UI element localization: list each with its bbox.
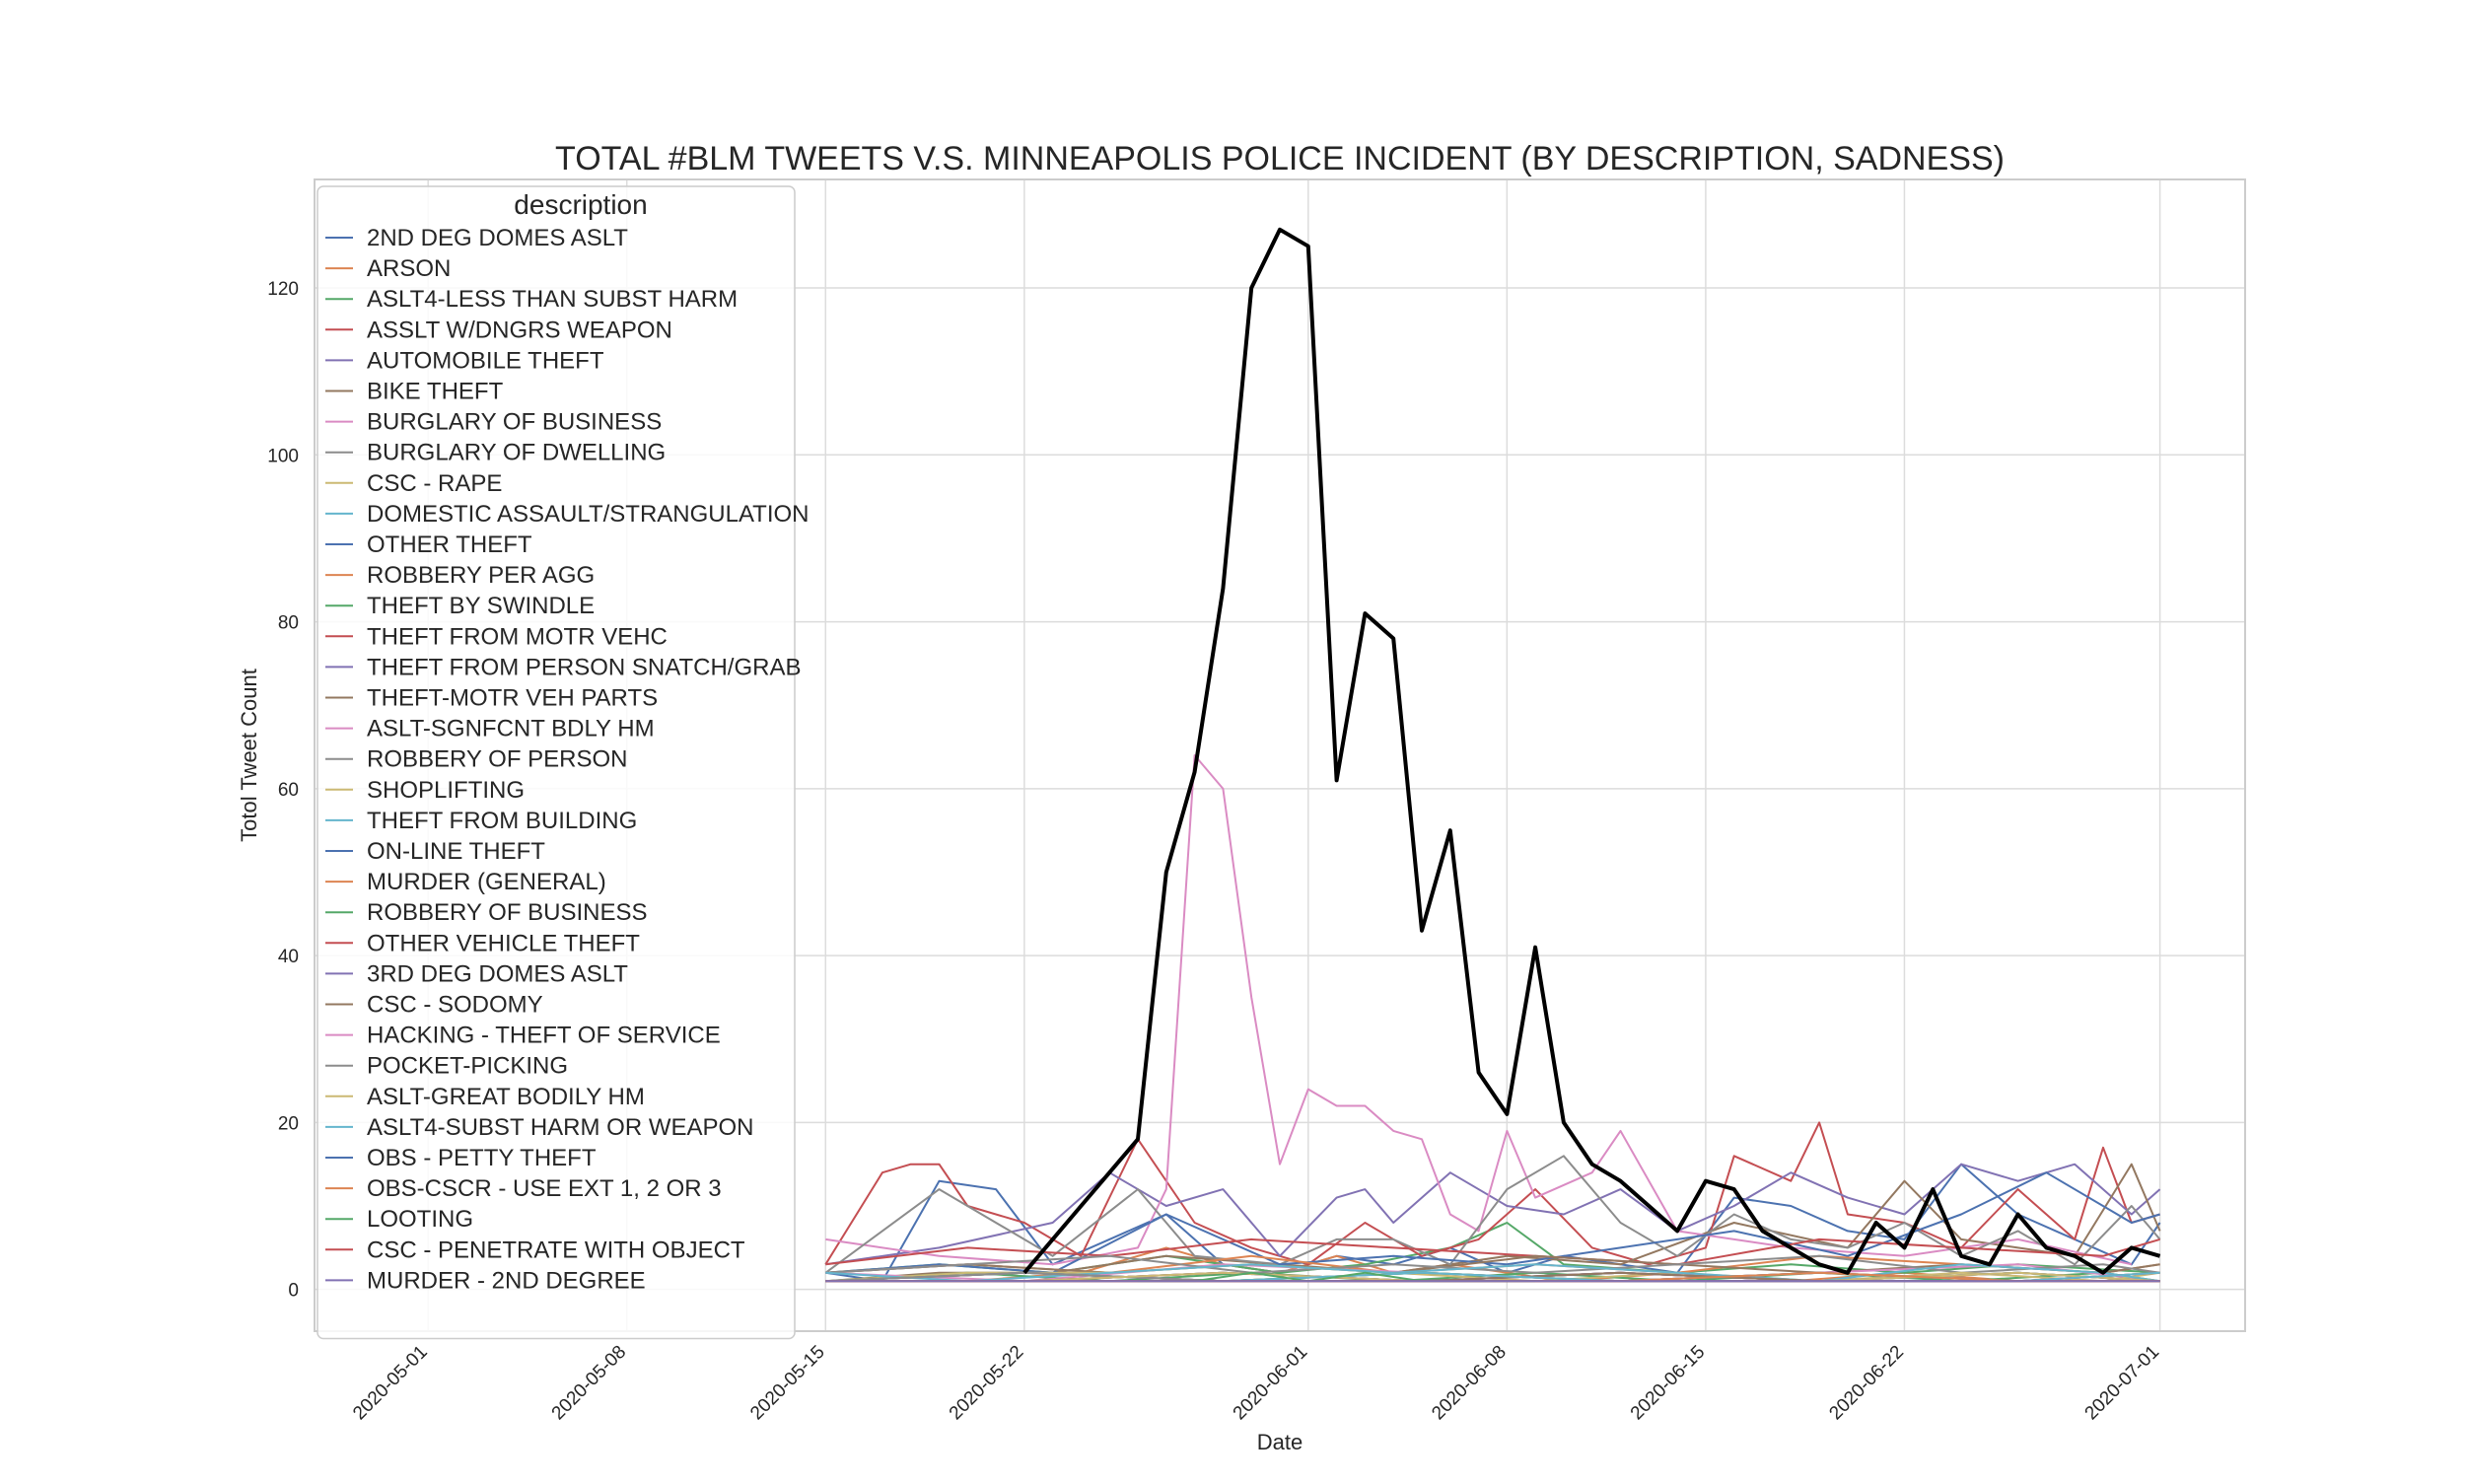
x-tick-label: 2020-06-08 xyxy=(1428,1342,1511,1425)
legend-title: description xyxy=(514,189,647,220)
legend-entry: OTHER VEHICLE THEFT xyxy=(367,930,640,956)
legend-box xyxy=(317,185,796,1340)
legend-entry: HACKING - THEFT OF SERVICE xyxy=(367,1023,721,1049)
x-tick-label: 2020-07-01 xyxy=(2081,1342,2164,1425)
legend: description 2ND DEG DOMES ASLT ARSON ASLT4-… xyxy=(317,185,810,1340)
legend-entry: ON-LINE THEFT xyxy=(367,838,545,865)
series-line xyxy=(825,1163,2161,1266)
legend-entry: ASLT4-SUBST HARM OR WEAPON xyxy=(367,1114,754,1141)
chart-title: TOTAL #BLM TWEETS V.S. MINNEAPOLIS POLIC… xyxy=(555,140,2005,177)
y-tick-label: 20 xyxy=(278,1113,299,1134)
legend-entry: DOMESTIC ASSAULT/STRANGULATION xyxy=(367,501,810,528)
y-tick-label: 60 xyxy=(278,780,299,801)
series-line xyxy=(824,1155,2161,1274)
x-tick-label: 2020-06-01 xyxy=(1230,1342,1312,1425)
legend-entry: OBS-CSCR - USE EXT 1, 2 OR 3 xyxy=(367,1175,722,1202)
y-axis-label: Totol Tweet Count xyxy=(237,669,261,842)
legend-entry: ROBBERY OF PERSON xyxy=(367,746,628,773)
legend-entry: ASLT-GREAT BODILY HM xyxy=(367,1084,645,1110)
y-tick-label: 40 xyxy=(278,947,299,967)
legend-entry: BIKE THEFT xyxy=(367,379,504,405)
series-line xyxy=(825,1263,2160,1283)
y-tick-label: 100 xyxy=(267,446,299,466)
series-line xyxy=(825,1254,2160,1274)
legend-entry: ARSON xyxy=(367,255,451,282)
legend-entry: 3RD DEG DOMES ASLT xyxy=(367,960,628,987)
x-tick-label: 2020-05-08 xyxy=(548,1342,631,1425)
legend-entry: 2ND DEG DOMES ASLT xyxy=(367,225,628,251)
x-tick-label: 2020-06-22 xyxy=(1825,1342,1908,1425)
legend-entry: CSC - RAPE xyxy=(367,470,502,497)
legend-entry: AUTOMOBILE THEFT xyxy=(367,347,604,374)
legend-entry: THEFT FROM PERSON SNATCH/GRAB xyxy=(367,654,801,680)
y-tick-label: 120 xyxy=(267,279,299,300)
legend-entry: CSC - PENETRATE WITH OBJECT xyxy=(367,1237,745,1263)
legend-entry: OBS - PETTY THEFT xyxy=(367,1145,597,1171)
series-line xyxy=(825,1171,2160,1274)
legend-entry: THEFT FROM MOTR VEHC xyxy=(367,623,668,650)
legend-entry: LOOTING xyxy=(367,1206,473,1233)
x-tick-label: 2020-05-22 xyxy=(946,1342,1028,1425)
legend-entry: BURGLARY OF BUSINESS xyxy=(367,409,662,436)
y-tick-label: 80 xyxy=(278,613,299,634)
total-tweets-line xyxy=(1022,227,2161,1275)
legend-entry: ASLT-SGNFCNT BDLY HM xyxy=(367,716,655,742)
x-tick-label: 2020-05-15 xyxy=(746,1342,829,1425)
legend-entry: ROBBERY OF BUSINESS xyxy=(367,899,648,926)
legend-entry: MURDER (GENERAL) xyxy=(367,869,606,895)
series-line xyxy=(824,1121,2160,1266)
legend-entry: BURGLARY OF DWELLING xyxy=(367,440,666,466)
legend-entry: POCKET-PICKING xyxy=(367,1053,568,1080)
legend-entry: THEFT-MOTR VEH PARTS xyxy=(367,685,658,712)
x-tick-label: 2020-05-01 xyxy=(349,1342,432,1425)
x-tick-label: 2020-06-15 xyxy=(1627,1342,1710,1425)
plot-frame xyxy=(314,178,2246,1332)
y-tick-label: 0 xyxy=(288,1281,299,1302)
legend-entry: OTHER THEFT xyxy=(367,531,532,558)
legend-entry: ROBBERY PER AGG xyxy=(367,562,595,589)
legend-entry: THEFT FROM BUILDING xyxy=(367,808,637,834)
legend-entry: THEFT BY SWINDLE xyxy=(367,593,595,619)
legend-entry: ASLT4-LESS THAN SUBST HARM xyxy=(367,286,738,313)
legend-entry: ASSLT W/DNGRS WEAPON xyxy=(367,317,672,343)
legend-entry: SHOPLIFTING xyxy=(367,777,525,804)
legend-entry: CSC - SODOMY xyxy=(367,992,543,1019)
legend-entry: MURDER - 2ND DEGREE xyxy=(367,1267,646,1294)
series-lines xyxy=(824,227,2161,1283)
x-axis-label: Date xyxy=(1257,1430,1303,1454)
